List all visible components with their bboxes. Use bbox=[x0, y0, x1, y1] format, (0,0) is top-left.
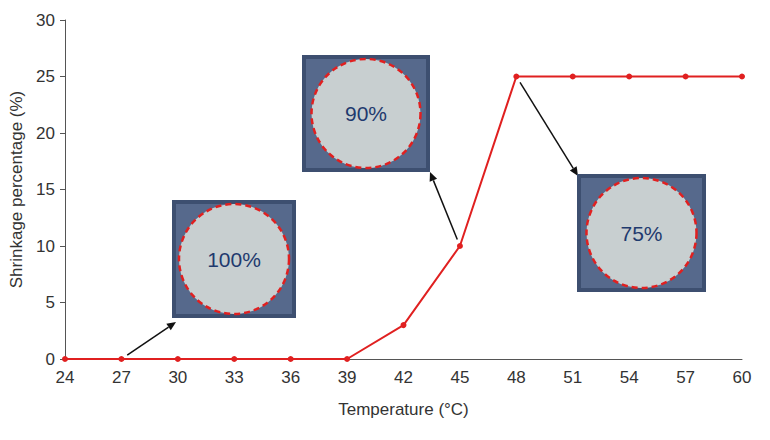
svg-text:25: 25 bbox=[36, 67, 55, 86]
svg-text:45: 45 bbox=[450, 368, 469, 387]
svg-text:30: 30 bbox=[168, 368, 187, 387]
svg-text:24: 24 bbox=[56, 368, 75, 387]
svg-text:5: 5 bbox=[46, 293, 55, 312]
svg-text:42: 42 bbox=[394, 368, 413, 387]
svg-text:60: 60 bbox=[733, 368, 752, 387]
svg-text:75%: 75% bbox=[620, 222, 662, 245]
svg-text:15: 15 bbox=[36, 180, 55, 199]
svg-text:39: 39 bbox=[338, 368, 357, 387]
svg-text:Temperature (°C): Temperature (°C) bbox=[338, 400, 469, 419]
svg-text:54: 54 bbox=[620, 368, 639, 387]
svg-text:Shrinkage percentage (%): Shrinkage percentage (%) bbox=[7, 91, 26, 289]
svg-text:10: 10 bbox=[36, 237, 55, 256]
svg-text:48: 48 bbox=[507, 368, 526, 387]
svg-text:0: 0 bbox=[46, 350, 55, 369]
svg-text:51: 51 bbox=[563, 368, 582, 387]
svg-text:90%: 90% bbox=[345, 102, 387, 125]
svg-text:27: 27 bbox=[112, 368, 131, 387]
svg-text:30: 30 bbox=[36, 11, 55, 30]
svg-text:33: 33 bbox=[225, 368, 244, 387]
svg-text:57: 57 bbox=[676, 368, 695, 387]
svg-text:100%: 100% bbox=[207, 248, 261, 271]
svg-text:36: 36 bbox=[281, 368, 300, 387]
svg-text:20: 20 bbox=[36, 124, 55, 143]
